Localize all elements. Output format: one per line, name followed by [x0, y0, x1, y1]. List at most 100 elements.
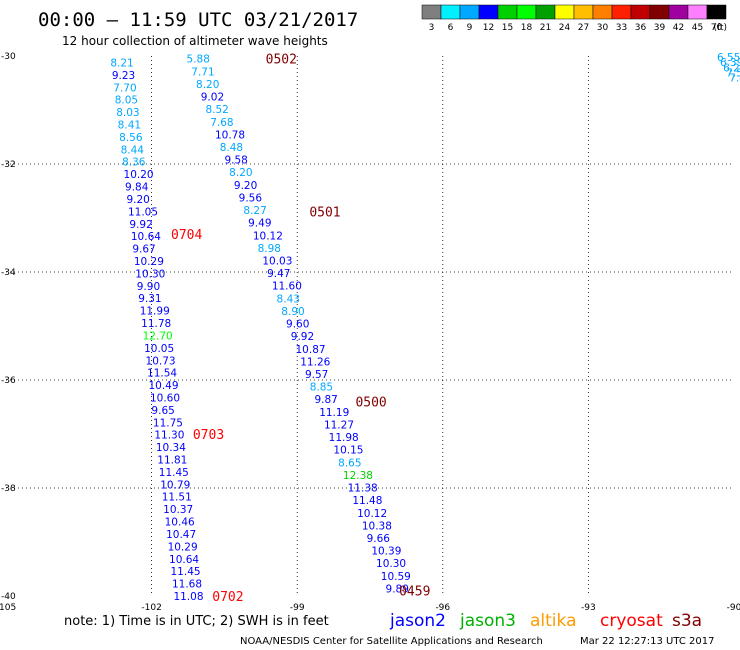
colorbar-swatch	[649, 4, 670, 20]
swh-value: 10.38	[362, 520, 392, 532]
legend-cryosat: cryosat	[600, 611, 663, 631]
colorbar-label: 33	[616, 23, 627, 33]
colorbar-label: 9	[467, 23, 473, 33]
swh-value: 10.46	[165, 517, 195, 529]
swh-value: 10.73	[146, 355, 176, 367]
pass-label: 0702	[212, 590, 243, 605]
colorbar-swatch	[554, 4, 575, 20]
swh-value: 8.03	[116, 107, 139, 119]
swh-value: 8.65	[338, 457, 361, 469]
satellite-legend: jason2 jason3 altika cryosat s3a	[389, 611, 702, 631]
data-marks: 5.887.718.209.028.527.6810.788.489.588.2…	[110, 52, 740, 603]
swh-value: 11.08	[173, 591, 203, 603]
swh-value: 8.20	[196, 79, 219, 91]
swh-value: 10.30	[135, 268, 165, 280]
swh-value: 10.64	[131, 231, 161, 243]
swh-value: 9.23	[112, 70, 135, 82]
swh-value: 9.66	[367, 533, 391, 545]
swh-value: 9.67	[132, 244, 155, 256]
colorbar-unit: (ft)	[713, 23, 727, 33]
swh-value: 10.87	[296, 344, 326, 356]
x-tick-label: -102	[141, 603, 161, 613]
swh-value: 11.38	[348, 483, 378, 495]
swh-value: 8.05	[115, 95, 138, 107]
colorbar-label: 42	[673, 23, 684, 33]
swh-value: 7.5	[726, 67, 740, 79]
swh-value: 11.75	[153, 417, 183, 429]
swh-value: 10.49	[148, 380, 178, 392]
colorbar-label: 30	[597, 23, 609, 33]
swh-value: 7.71	[191, 66, 214, 78]
pass-label: 0500	[355, 396, 386, 411]
swh-value: 9.57	[305, 369, 328, 381]
swh-value: 11.98	[329, 432, 359, 444]
chart-subtitle: 12 hour collection of altimeter wave hei…	[62, 34, 328, 48]
colorbar-swatch	[497, 4, 518, 20]
colorbar-swatch	[421, 4, 442, 20]
y-tick-label: -38	[1, 484, 16, 494]
colorbar-swatch	[573, 4, 594, 20]
swh-value: 9.58	[224, 155, 247, 167]
swh-value: 7.68	[210, 117, 233, 129]
chart-title: 00:00 – 11:59 UTC 03/21/2017	[38, 9, 358, 31]
swh-value: 11.81	[157, 455, 187, 467]
colorbar-swatch	[687, 4, 708, 20]
swh-value: 8.85	[310, 382, 333, 394]
colorbar-swatch	[611, 4, 632, 20]
swh-value: 6.39	[720, 57, 740, 69]
swh-value: 11.60	[272, 281, 302, 293]
swh-value: 7.4	[729, 73, 740, 85]
colorbar-label: 15	[502, 23, 513, 33]
swh-value: 5.88	[187, 54, 210, 66]
swh-value: 9.90	[137, 281, 160, 293]
footer-credit: NOAA/NESDIS Center for Satellite Applica…	[240, 636, 543, 647]
swh-value: 10.64	[169, 554, 199, 566]
swh-value: 8.44	[121, 144, 145, 156]
swh-value: 10.15	[333, 445, 363, 457]
colorbar-swatch	[535, 4, 556, 20]
swh-value: 11.78	[141, 318, 171, 330]
swh-value: 7.70	[113, 82, 136, 94]
colorbar-swatch	[668, 4, 689, 20]
pass-label: 0704	[171, 228, 202, 243]
swh-value: 9.60	[286, 319, 309, 331]
legend-jason2: jason2	[389, 611, 446, 631]
swh-value: 11.54	[147, 368, 177, 380]
swh-value: 8.21	[110, 57, 133, 69]
swh-value: 9.84	[125, 182, 149, 194]
swh-value: 11.99	[140, 306, 170, 318]
legend-s3a: s3a	[672, 611, 702, 631]
x-tick-label: -96	[435, 603, 450, 613]
pass-labels: 0502 0501 0500 0459 0704 0703 0702	[171, 53, 430, 605]
swh-value: 10.78	[215, 129, 245, 141]
pass-label: 0703	[193, 428, 224, 443]
swh-value: 8.48	[220, 142, 243, 154]
swh-value: 9.49	[248, 218, 271, 230]
swh-value: 11.30	[154, 430, 184, 442]
swh-value: 8.41	[118, 120, 141, 132]
colorbar-swatch	[459, 4, 480, 20]
colorbar-swatch	[592, 4, 613, 20]
colorbar-label: 36	[635, 23, 647, 33]
colorbar-swatch	[516, 4, 537, 20]
grid	[6, 56, 734, 596]
note-text: note: 1) Time is in UTC; 2) SWH is in fe…	[64, 614, 329, 629]
y-tick-label: -40	[1, 592, 16, 602]
legend-jason3: jason3	[459, 611, 516, 631]
colorbar-label: 39	[654, 23, 666, 33]
colorbar-label: 45	[692, 23, 703, 33]
swh-value: 12.70	[143, 330, 173, 342]
swh-value: 11.27	[324, 419, 354, 431]
swh-value: 10.12	[357, 508, 387, 520]
colorbar-label: 27	[578, 23, 589, 33]
swh-value: 11.19	[319, 407, 349, 419]
colorbar-label: 12	[483, 23, 494, 33]
y-tick-label: -32	[1, 160, 16, 170]
axes: -105 -102 -99 -96 -93 -90 -30 -32 -34 -36 -38 -40	[0, 52, 740, 613]
pass-label: 0459	[399, 585, 430, 600]
swh-value: 9.92	[291, 331, 314, 343]
swh-value: 10.79	[160, 479, 190, 491]
swh-value: 11.45	[171, 566, 201, 578]
swh-value: 11.45	[159, 467, 189, 479]
legend-altika: altika	[530, 611, 577, 631]
